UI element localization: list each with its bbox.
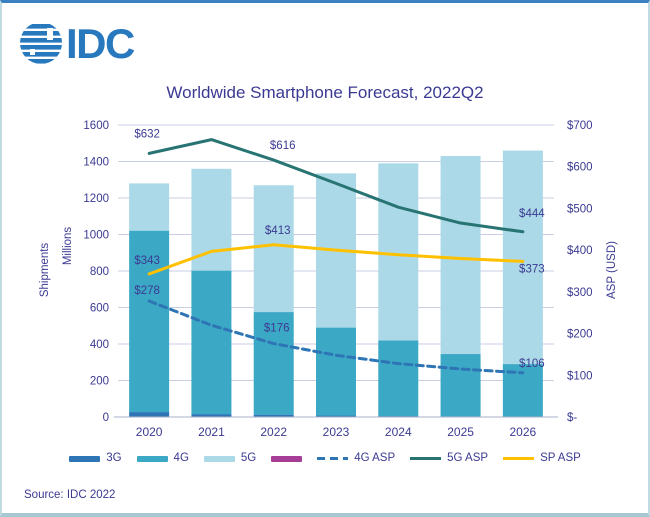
x-axis-label: 2024	[385, 425, 412, 439]
left-axis-units: Millions	[62, 227, 74, 266]
right-axis-title: ASP (USD)	[606, 241, 618, 299]
legend-swatch	[136, 455, 168, 462]
legend-swatch	[271, 455, 303, 462]
left-axis-tick: 1400	[83, 157, 109, 169]
bar-segment-4g	[253, 312, 294, 415]
left-axis-tick: 800	[90, 266, 109, 278]
legend-label: 5G	[240, 452, 257, 464]
legend-swatch	[503, 457, 535, 461]
idc-logo-text: IDC	[66, 20, 135, 67]
legend-item-4g-asp: 4G ASP	[317, 452, 396, 465]
line-5g-asp	[147, 138, 525, 234]
legend-label: 3G	[106, 452, 122, 464]
chart-legend: 3G 4G 5G 4G ASP 5G ASP SP ASP	[2, 452, 648, 465]
x-axis-label: 2023	[323, 425, 350, 439]
legend-item-5g-asp: 5G ASP	[410, 452, 489, 465]
left-axis-tick: 600	[90, 303, 109, 315]
legend-swatch	[317, 457, 349, 461]
right-axis-tick: $200	[567, 329, 593, 341]
legend-swatch	[203, 455, 235, 462]
x-axis-label: 2025	[447, 425, 474, 439]
legend-item-4g: 4G	[136, 452, 189, 465]
bar-segment-5g	[440, 156, 481, 355]
bar-segment-3g	[129, 412, 170, 417]
left-axis-tick: 200	[90, 376, 109, 388]
left-axis-tick: 400	[90, 339, 109, 351]
right-axis-tick: $500	[567, 203, 593, 215]
data-label: $278	[134, 285, 160, 297]
idc-globe-icon	[20, 24, 62, 64]
left-axis-tick: 1600	[83, 120, 109, 132]
bar-segment-3g	[191, 414, 232, 417]
x-axis-label: 2020	[136, 425, 163, 439]
legend-item-3g: 3G	[69, 452, 122, 465]
bar-segment-5g	[378, 163, 419, 341]
line-sp-asp	[147, 243, 525, 276]
right-axis-tick: $700	[567, 120, 593, 132]
chart-title: Worldwide Smartphone Forecast, 2022Q2	[166, 83, 484, 102]
data-label: $632	[134, 128, 160, 140]
legend-label: 4G	[173, 452, 189, 464]
bar-segment-3g	[316, 415, 356, 417]
legend-swatch	[410, 457, 442, 461]
bar-segment-5g	[129, 183, 170, 231]
source-note: Source: IDC 2022	[24, 489, 116, 501]
legend-label: 4G ASP	[354, 452, 396, 464]
x-axis-label: 2022	[260, 425, 287, 439]
bar-segment-4g	[316, 327, 356, 416]
right-axis-tick: $-	[567, 412, 577, 424]
bar-segment-4g	[191, 270, 232, 415]
bar-segment-5g	[191, 168, 232, 271]
data-label: $106	[519, 358, 545, 370]
x-axis-label: 2026	[510, 425, 537, 439]
legend-label: SP ASP	[540, 452, 581, 464]
left-axis-title: Shipments	[39, 243, 51, 298]
right-axis-tick: $600	[567, 162, 593, 174]
bar-segment-3g	[253, 414, 294, 417]
left-axis-tick: 0	[103, 412, 109, 424]
idc-logo: IDC	[20, 20, 137, 67]
right-axis-tick: $400	[567, 245, 593, 257]
line-4g-asp	[147, 299, 525, 375]
legend-label: 5G ASP	[447, 452, 489, 464]
data-label: $413	[265, 225, 291, 237]
bar-segment-5g	[253, 185, 294, 313]
x-axis-label: 2021	[198, 425, 225, 439]
legend-item-sp-asp: SP ASP	[503, 452, 581, 465]
bar-segment-5g	[502, 150, 543, 365]
right-axis-tick: $100	[567, 370, 593, 382]
data-label: $373	[519, 263, 545, 275]
data-label: $176	[264, 323, 290, 335]
left-axis-tick: 1200	[83, 193, 109, 205]
right-axis-tick: $300	[567, 287, 593, 299]
left-axis-tick: 1000	[83, 230, 109, 242]
legend-swatch	[69, 455, 101, 462]
data-label: $444	[519, 208, 545, 220]
bar-segment-4g	[440, 354, 481, 417]
data-label: $616	[270, 140, 296, 152]
bar-segment-4g	[129, 230, 170, 413]
bar-segment-4g	[378, 340, 419, 417]
legend-item-5g: 5G	[203, 452, 257, 465]
legend-item-unlabeled	[271, 455, 303, 462]
forecast-chart: $632 $616 $444 $343 $413 $373 $278 $176 $106 0 200…	[39, 120, 618, 439]
data-label: $343	[134, 255, 160, 267]
